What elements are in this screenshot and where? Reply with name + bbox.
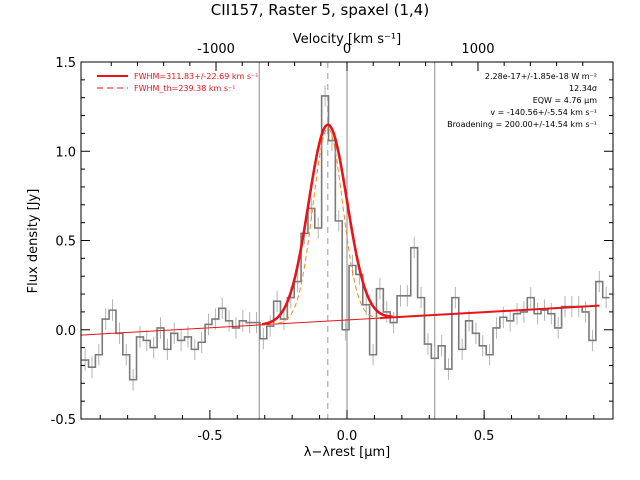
top-axis-label: Velocity [km s⁻¹] bbox=[293, 32, 401, 47]
axes: -0.5 0.0 0.5 -0.5 0.0 0.5 1.0 1.5 -1000 0 1000 bbox=[51, 42, 614, 444]
chart-title: CII157, Raster 5, spaxel (1,4) bbox=[211, 1, 429, 19]
y-tick-label: 0.0 bbox=[55, 324, 76, 339]
x-tick-label: 0.0 bbox=[337, 429, 358, 444]
annotations: 2.28e-17+/-1.85e-18 W m⁻² 12.34σ EQW = 4… bbox=[447, 72, 597, 129]
annotation-velocity: v = -140.56+/-5.54 km s⁻¹ bbox=[490, 108, 597, 117]
top-tick-label: -1000 bbox=[197, 42, 235, 57]
thermal-fit-curve bbox=[261, 127, 393, 326]
data-spectrum bbox=[81, 95, 610, 381]
y-tick-label: 1.0 bbox=[55, 145, 76, 160]
top-tick-label: 1000 bbox=[461, 42, 494, 57]
plot-area bbox=[80, 62, 610, 419]
x-tick-label: -0.5 bbox=[197, 429, 222, 444]
y-tick-label: 1.5 bbox=[55, 56, 76, 71]
gaussian-fit-curve bbox=[261, 123, 393, 326]
x-tick-label: 0.5 bbox=[474, 429, 495, 444]
annotation-line-flux: 2.28e-17+/-1.85e-18 W m⁻² bbox=[485, 72, 597, 81]
y-axis-label: Flux density [Jy] bbox=[26, 189, 41, 294]
annotation-snr: 12.34σ bbox=[569, 84, 597, 93]
top-tick-label: 0 bbox=[343, 42, 351, 57]
legend-label-fit: FWHM=311.83+/-22.69 km s⁻¹ bbox=[134, 72, 258, 81]
annotation-eqw: EQW = 4.76 μm bbox=[533, 96, 597, 105]
legend-label-thermal: FWHM_th=239.38 km s⁻¹ bbox=[134, 84, 235, 93]
annotation-broadening: Broadening = 200.00+/-14.54 km s⁻¹ bbox=[447, 120, 597, 129]
x-axis-label: λ−λrest [μm] bbox=[304, 445, 390, 460]
legend: FWHM=311.83+/-22.69 km s⁻¹ FWHM_th=239.3… bbox=[97, 72, 258, 93]
fit-continuum-segment bbox=[379, 304, 600, 320]
y-tick-label: 0.5 bbox=[55, 235, 76, 250]
y-tick-label: -0.5 bbox=[51, 413, 76, 428]
